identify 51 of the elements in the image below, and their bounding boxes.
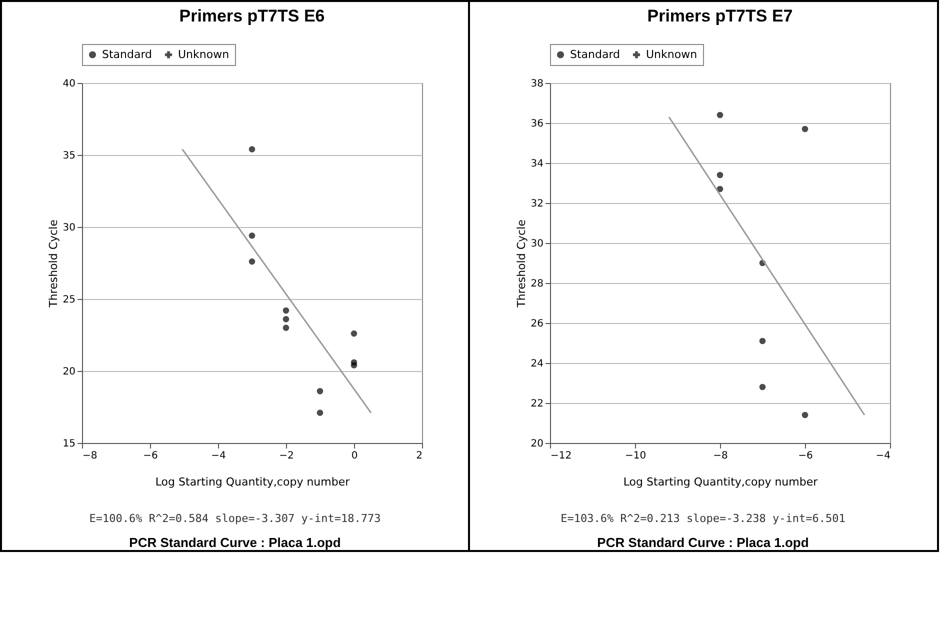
text: E=103.6% R^2=0.213 slope=-3.238 y-int=6.501	[560, 512, 846, 525]
y-tick-label: 15	[62, 438, 76, 450]
legend-label: Standard	[570, 48, 620, 61]
x-tick-label: 2	[416, 450, 422, 462]
chart-title: Primers pT7TS E6	[179, 6, 325, 26]
y-tick-label: 40	[62, 78, 76, 90]
y-tick-label: 38	[530, 78, 544, 90]
point	[350, 330, 358, 337]
legend-label: Unknown	[646, 48, 698, 61]
point	[248, 258, 256, 265]
text: PCR Standard Curve : Placa 1.opd	[597, 535, 809, 550]
x-tick-label: 0	[351, 450, 358, 462]
y-tick-label: 26	[530, 318, 544, 330]
point	[248, 232, 256, 239]
x-tick-label: −8	[82, 450, 98, 462]
x-tick-label: −6	[798, 450, 813, 462]
x-tick-label: −8	[713, 450, 728, 462]
y-tick-label: 22	[530, 398, 544, 410]
y-tick-label: 30	[62, 222, 76, 234]
x-tick-label: −12	[550, 450, 572, 462]
point	[248, 146, 256, 152]
y-tick-label: 20	[62, 366, 76, 378]
y-tick-label: 35	[62, 150, 76, 162]
legend-label: Unknown	[178, 48, 230, 61]
point	[350, 362, 358, 368]
x-axis-title: Log Starting Quantity,copy number	[623, 476, 818, 488]
text: E=100.6% R^2=0.584 slope=-3.307 y-int=18.773	[89, 512, 381, 525]
y-tick-label: 32	[530, 198, 544, 210]
point	[316, 388, 324, 394]
y-tick-label: 30	[530, 238, 544, 250]
x-tick-label: −4	[876, 450, 890, 462]
y-axis-title: Threshold Cycle	[514, 219, 528, 308]
x-axis-title: Log Starting Quantity,copy number	[155, 476, 350, 488]
point	[316, 410, 324, 416]
point	[282, 316, 290, 322]
y-tick-label: 25	[62, 294, 76, 306]
x-tick-label: −4	[211, 450, 226, 462]
legend-label: Standard	[102, 48, 152, 61]
x-tick-label: −2	[279, 450, 294, 462]
text: PCR Standard Curve : Placa 1.opd	[129, 535, 341, 550]
point	[282, 307, 290, 314]
y-tick-label: 20	[530, 438, 544, 450]
y-tick-label: 28	[530, 278, 544, 290]
x-tick-label: −10	[624, 450, 646, 462]
chart-title: Primers pT7TS E7	[647, 6, 793, 26]
point	[282, 324, 290, 331]
y-tick-label: 24	[530, 358, 544, 370]
y-tick-label: 34	[530, 158, 544, 170]
y-axis-title: Threshold Cycle	[46, 219, 60, 308]
x-tick-label: −6	[143, 450, 158, 462]
y-tick-label: 36	[530, 118, 544, 130]
